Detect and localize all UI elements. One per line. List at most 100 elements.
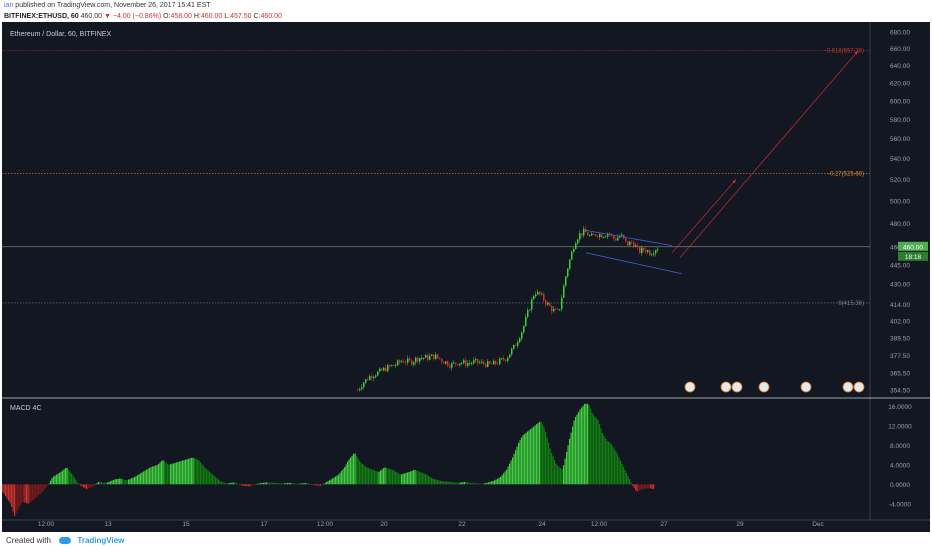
macd-histogram-bar [207,470,209,485]
macd-histogram-bar [498,477,500,485]
macd-histogram-bar [620,460,622,485]
macd-histogram-bar [510,460,512,485]
price-tick-label: 520.00 [890,177,910,184]
macd-histogram-bar [6,484,8,499]
candle-body [595,234,597,237]
macd-histogram-bar [611,444,613,485]
macd-histogram-bar [105,482,107,485]
macd-histogram-bar [189,458,191,485]
candle-body [465,360,467,366]
macd-histogram-bar [254,484,256,485]
candle-body [375,375,377,377]
candle-body [653,253,655,255]
projection-arrowhead [854,50,858,55]
chart-area[interactable]: Ethereum / Dollar, 60, BITFINEX 680.00 660… [2,22,930,532]
macd-histogram-bar [81,484,83,487]
macd-histogram-bar [608,441,610,485]
macd-histogram-bar [645,484,647,489]
macd-histogram-bar [344,467,346,485]
macd-histogram-bar [545,431,547,485]
macd-histogram-bar [338,474,340,485]
macd-histogram-bar [260,483,262,485]
macd-histogram-bar [356,455,358,485]
candle-body [407,358,409,363]
macd-histogram-bar [332,478,334,485]
macd-histogram-bar [164,461,166,485]
candle-body [603,236,605,238]
macd-histogram-bar [240,484,242,486]
macd-histogram-bar [56,474,58,485]
macd-histogram-bar [278,483,280,485]
macd-histogram-bar [255,484,257,485]
candle-body [569,259,571,269]
price-tick-label: 500.00 [890,198,910,205]
macd-histogram-bar [471,482,473,485]
macd-histogram-bar [41,484,43,493]
macd-histogram-bar [563,465,565,485]
candle-body [501,358,503,359]
macd-histogram-bar [149,467,151,485]
candle-body [575,243,577,249]
candle-body [613,235,615,239]
macd-histogram-bar [290,482,292,485]
tradingview-brand[interactable]: TradingView [77,536,125,545]
macd-histogram-bar [369,468,371,485]
candle-body [555,308,557,310]
macd-histogram-bar [542,424,544,485]
macd-histogram-bar [446,481,448,485]
candle-body [597,236,599,237]
macd-histogram-bar [335,476,337,485]
macd-histogram-bar [138,474,140,485]
candle-body [631,241,633,243]
macd-histogram-bar [329,480,331,485]
macd-histogram-bar [416,470,418,485]
candle-body [607,233,609,237]
macd-histogram-bar [150,467,152,485]
indicator-name: MACD 4C [10,405,42,412]
candle-body [583,228,585,236]
macd-histogram-bar [245,484,247,486]
macd-histogram-bar [630,482,632,485]
macd-histogram-bar [519,440,521,485]
author-link[interactable]: ian [4,2,14,9]
chart-svg[interactable]: Ethereum / Dollar, 60, BITFINEX 680.00 660… [2,22,930,532]
open-label: O: [163,13,171,20]
macd-histogram-bar [47,484,49,486]
macd-tick-label: -4.0000 [889,501,911,508]
candle-body [467,363,469,366]
macd-histogram-bar [233,482,235,485]
macd-histogram-bar [375,471,377,485]
macd-histogram-bar [51,477,53,485]
macd-histogram-bar [482,483,484,485]
macd-histogram-bar [480,483,482,485]
macd-histogram-bar [549,448,551,485]
candle-body [487,361,489,368]
macd-histogram-bar [125,480,127,485]
macd-histogram-bar [566,451,568,485]
time-tick-label: 12:00 [38,521,55,528]
price-tick-label: 560.00 [890,136,910,143]
macd-histogram-bar [462,482,464,485]
macd-histogram-bar [186,459,188,485]
macd-histogram-bar [633,484,635,488]
candle-body [389,365,391,367]
price-tick-label: 540.00 [890,156,910,163]
macd-histogram-bar [87,484,89,489]
candle-body [525,316,527,326]
candle-body [553,308,555,312]
macd-histogram-bar [548,442,550,485]
candle-body [545,300,547,305]
macd-histogram-bar [456,482,458,485]
macd-histogram-bar [588,405,590,485]
macd-histogram-bar [590,408,592,485]
macd-histogram-bar [530,429,532,485]
macd-histogram-bar [185,459,187,485]
event-marker-icon [720,381,732,393]
macd-histogram-bar [119,478,121,485]
macd-histogram-bar [224,482,226,485]
candle-body [373,376,375,379]
macd-histogram-bar [441,480,443,485]
macd-histogram-bar [495,479,497,485]
candle-body [649,250,651,255]
macd-histogram-bar [180,461,182,485]
